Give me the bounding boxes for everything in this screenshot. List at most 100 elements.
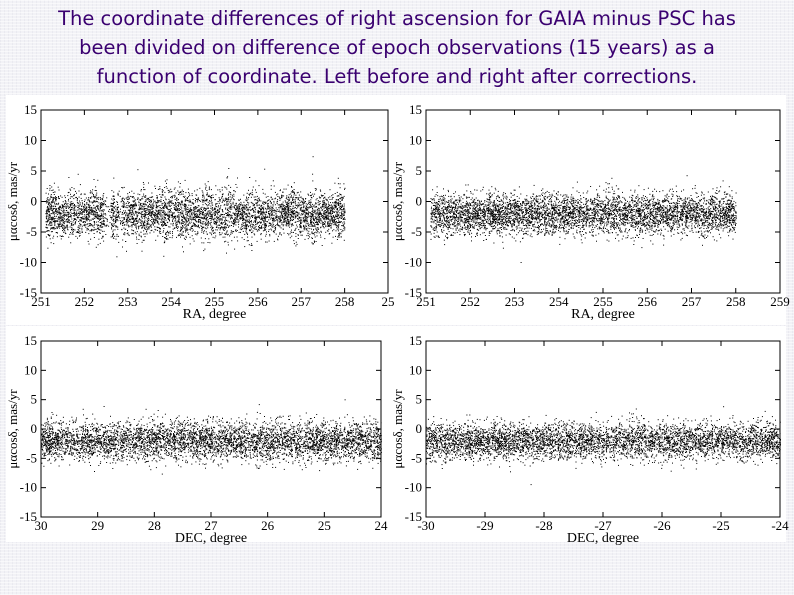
chart-point [129,195,131,197]
chart-point [174,187,176,189]
chart-point [293,243,295,245]
chart-point [244,213,246,215]
chart-point [231,222,233,224]
chart-point [236,217,238,219]
chart-point [205,199,207,201]
chart-point [253,204,255,206]
chart-point [150,225,152,227]
chart-point [343,207,345,209]
chart-point [297,214,298,216]
chart-point [162,219,164,221]
chart-point [331,216,333,218]
chart-point [271,211,273,213]
chart-point [95,200,97,202]
chart-point [181,210,183,212]
chart-point [247,210,249,212]
chart-point [212,204,214,206]
chart-point [173,188,175,190]
chart-point [280,217,282,219]
chart-point [233,190,235,192]
chart-point [196,199,198,200]
chart-point [186,225,188,227]
chart-point [325,226,327,228]
chart-point [198,205,200,207]
chart-point [193,212,195,214]
chart-point [318,228,320,230]
chart-point [256,195,258,197]
chart-point [223,214,225,216]
chart-point [257,222,259,224]
chart-point [141,227,143,229]
chart-point [52,221,54,222]
chart-point [64,195,66,197]
chart-point [337,204,339,206]
chart-point [182,196,184,198]
chart-point [318,208,320,209]
chart-point [102,226,104,228]
chart-point [57,216,59,218]
chart-point [96,204,98,206]
chart-point [49,211,50,213]
chart-point [335,225,337,227]
chart-point [207,212,209,214]
chart-point [135,225,137,227]
chart-point [50,218,52,220]
chart-point [233,231,235,233]
chart-point [184,199,186,201]
chart-point [101,198,103,199]
chart-point [211,234,213,236]
chart-point [261,205,263,207]
chart-point [299,220,301,221]
chart-point [242,204,243,206]
chart-point [67,229,69,231]
chart-point [65,227,67,229]
chart-point [260,218,262,220]
chart-point [273,219,275,221]
chart-point [318,201,320,203]
chart-point [79,227,81,229]
chart-point [157,213,159,215]
chart-point [286,221,287,223]
chart-point [177,190,179,192]
chart-point [50,201,52,203]
chart-point [148,213,150,215]
chart-point [131,224,133,226]
chart-point [84,206,86,208]
chart-point [197,221,199,223]
chart-point [181,200,183,202]
chart-point [86,223,88,225]
chart-point [246,192,248,194]
chart-point [179,203,181,205]
chart-point [74,223,76,225]
chart-point [125,214,127,216]
chart-point [166,213,168,215]
chart-point [155,218,156,220]
chart-point [315,202,317,204]
chart-point [112,214,114,216]
chart-point [249,207,251,208]
chart-point [251,231,253,233]
chart-point [297,205,299,206]
chart-point [129,218,131,220]
chart-point [243,239,245,240]
chart-point [228,221,230,223]
chart-point [177,221,179,223]
chart-point [320,231,322,233]
chart-point [186,197,188,199]
chart-point [251,232,252,234]
chart-point [53,213,55,215]
chart-point [75,213,77,215]
chart-point [79,202,81,204]
chart-point [284,219,285,221]
chart-point [260,227,262,229]
chart-point [254,206,256,208]
chart-point [290,191,292,193]
chart-point [68,207,69,209]
chart-point [126,217,128,219]
chart-point [75,231,77,233]
chart-point [338,235,340,237]
chart-point [342,206,344,208]
chart-point [147,206,149,208]
chart-point [96,224,98,226]
